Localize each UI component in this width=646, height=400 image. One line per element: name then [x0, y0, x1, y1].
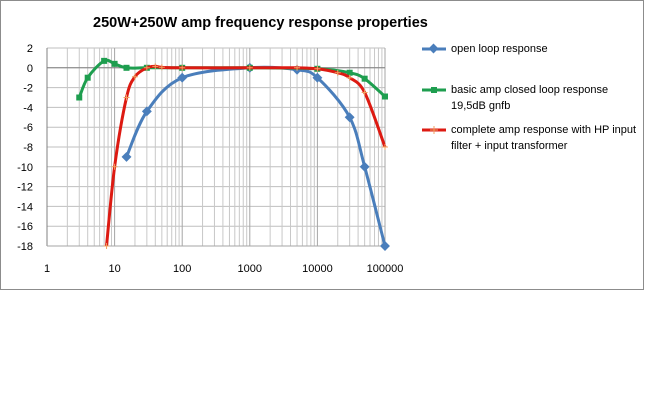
series-line-complete-amp [105, 64, 387, 247]
series-line-open-loop [125, 65, 387, 247]
data-point-closed-loop [76, 94, 83, 101]
data-point-complete-amp [314, 65, 321, 72]
legend-label-complete-amp: complete amp response with HP input filt… [451, 124, 637, 152]
y-tick-label: 0 [27, 63, 33, 75]
y-tick-label: -4 [23, 102, 33, 114]
plot-area: 2 0 -2 -4 -6 -8 -10 -12 -14 -16 -18 1 10 100 1000 10000… [17, 43, 404, 275]
data-point-open-loop [121, 151, 132, 162]
y-tick-label: 2 [27, 43, 33, 55]
data-point-complete-amp [382, 144, 388, 150]
y-tick-label: -6 [23, 122, 33, 134]
data-point-closed-loop [346, 69, 353, 76]
legend-swatch-open-loop [422, 43, 446, 54]
legend-swatch-complete-amp [422, 126, 446, 134]
x-tick-label: 1000 [238, 263, 262, 275]
y-tick-label: -10 [17, 162, 33, 174]
data-point-complete-amp [111, 163, 118, 170]
data-point-open-loop [380, 241, 390, 251]
x-tick-label: 10000 [302, 263, 333, 275]
y-tick-label: -18 [17, 241, 33, 253]
legend-label-closed-loop: basic amp closed loop response 19,5dB gn… [451, 84, 609, 112]
data-point-complete-amp [346, 74, 353, 81]
chart-frame: 2 0 -2 -4 -6 -8 -10 -12 -14 -16 -18 1 10 100 1000 10000… [0, 0, 644, 290]
x-tick-label: 1 [44, 263, 50, 275]
data-point-closed-loop [111, 60, 118, 67]
legend-label-open-loop: open loop response [451, 43, 548, 55]
data-point-open-loop [141, 106, 152, 117]
x-tick-label: 100 [173, 263, 191, 275]
data-point-open-loop [359, 161, 370, 172]
data-point-closed-loop [123, 64, 130, 71]
data-point-complete-amp [334, 69, 341, 76]
data-point-complete-amp [152, 63, 159, 70]
y-tick-label: -16 [17, 221, 33, 233]
data-point-closed-loop [101, 57, 108, 64]
chart-title: 250W+250W amp frequency response propert… [93, 15, 428, 31]
y-tick-label: -2 [23, 83, 33, 95]
data-point-open-loop [177, 72, 188, 83]
data-point-complete-amp [361, 89, 368, 96]
x-tick-label: 10 [108, 263, 120, 275]
data-point-complete-amp [103, 243, 110, 249]
data-point-complete-amp [294, 64, 301, 71]
data-point-complete-amp [179, 64, 186, 71]
data-point-closed-loop [382, 93, 388, 100]
data-point-complete-amp [123, 94, 130, 101]
legend-swatch-closed-loop [422, 87, 446, 93]
data-point-complete-amp [131, 73, 138, 80]
data-point-complete-amp [143, 64, 150, 71]
data-point-complete-amp [246, 64, 253, 71]
data-point-closed-loop [361, 75, 368, 82]
data-point-complete-amp [158, 64, 165, 71]
y-tick-label: -12 [17, 182, 33, 194]
data-point-closed-loop [84, 74, 91, 81]
y-tick-label: -8 [23, 142, 33, 154]
y-tick-label: -14 [17, 201, 33, 213]
x-tick-label: 100000 [367, 263, 404, 275]
